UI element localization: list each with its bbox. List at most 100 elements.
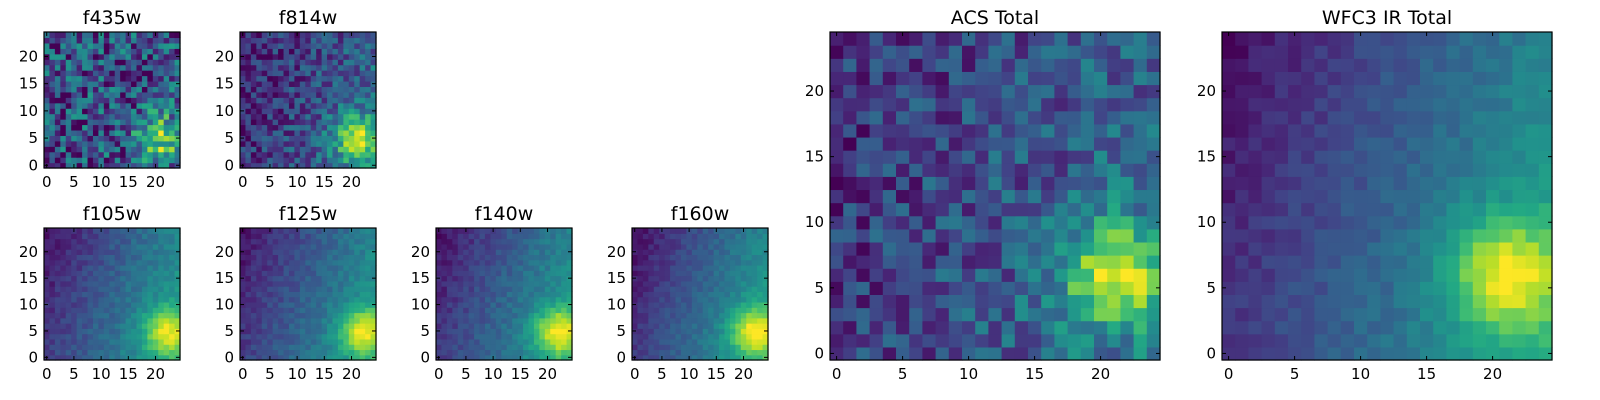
pixel-cell (256, 108, 263, 115)
pixel-cell (158, 37, 165, 44)
pixel-cell (316, 70, 323, 77)
pixel-cell (1120, 241, 1135, 256)
pixel-cell (147, 333, 154, 340)
pixel-cell (457, 344, 464, 351)
pixel-cell (484, 254, 491, 261)
pixel-cell (114, 75, 121, 82)
pixel-cell (87, 354, 94, 361)
pixel-cell (261, 135, 268, 142)
pixel-cell (561, 301, 568, 308)
pixel-cell (1094, 215, 1108, 230)
pixel-cell (174, 307, 181, 314)
pixel-cell (1133, 32, 1148, 46)
pixel-cell (348, 135, 355, 142)
pixel-cell (495, 296, 502, 303)
pixel-cell (1459, 176, 1474, 191)
pixel-cell (446, 312, 453, 319)
pixel-cell (370, 254, 377, 261)
pixel-cell (141, 70, 148, 77)
x-tick-label: 0 (630, 365, 640, 383)
pixel-cell (935, 71, 950, 86)
pixel-cell (174, 333, 181, 340)
pixel-cell (729, 312, 736, 319)
pixel-cell (299, 317, 306, 324)
pixel-cell (670, 275, 677, 282)
pixel-cell (365, 317, 372, 324)
pixel-cell (278, 64, 285, 71)
pixel-cell (245, 328, 252, 335)
pixel-cell (261, 238, 268, 245)
pixel-cell (740, 280, 747, 287)
axes-frame (239, 227, 377, 361)
pixel-cell (76, 328, 83, 335)
pixel-cell (92, 146, 99, 153)
pixel-cell (316, 238, 323, 245)
pixel-cell (71, 151, 78, 158)
pixel-cell (71, 64, 78, 71)
pixel-cell (948, 32, 963, 46)
pixel-cell (533, 275, 540, 282)
pixel-cell (49, 270, 56, 277)
pixel-cell (506, 344, 513, 351)
y-tick-label: 20 (19, 47, 38, 65)
pixel-cell (240, 102, 247, 109)
pixel-cell (528, 333, 535, 340)
pixel-cell (948, 268, 963, 282)
pixel-cell (1261, 189, 1276, 204)
pixel-cell (245, 97, 252, 104)
pixel-cell (1067, 333, 1082, 348)
pixel-cell (245, 238, 252, 245)
pixel-cell (49, 102, 56, 109)
pixel-cell (49, 280, 56, 287)
pixel-cell (299, 275, 306, 282)
pixel-cell (370, 37, 377, 44)
pixel-cell (327, 91, 334, 98)
pixel-cell (544, 307, 551, 314)
pixel-cell (830, 294, 844, 309)
pixel-cell (305, 344, 312, 351)
pixel-cell (310, 42, 317, 49)
pixel-cell (245, 135, 252, 142)
pixel-cell (479, 233, 486, 240)
pixel-cell (158, 301, 165, 308)
pixel-cell (856, 71, 871, 86)
pixel-cell (1459, 294, 1474, 309)
pixel-cell (843, 84, 857, 99)
pixel-cell (288, 53, 295, 60)
pixel-cell (288, 349, 295, 356)
x-tick-label: 10 (484, 365, 503, 383)
pixel-cell (882, 45, 897, 59)
pixel-cell (354, 349, 361, 356)
pixel-cell (517, 275, 524, 282)
pixel-cell (468, 349, 475, 356)
pixel-cell (664, 317, 671, 324)
pixel-cell (136, 80, 143, 87)
pixel-cell (561, 328, 568, 335)
pixel-cell (708, 233, 715, 240)
pixel-cell (316, 86, 323, 93)
pixel-cell (76, 301, 83, 308)
pixel-cell (114, 254, 121, 261)
x-tick-label: 15 (315, 173, 334, 191)
pixel-cell (1406, 320, 1421, 335)
pixel-cell (71, 91, 78, 98)
pixel-cell (713, 349, 720, 356)
pixel-cell (1001, 84, 1016, 99)
pixel-cell (512, 259, 519, 266)
pixel-cell (724, 280, 731, 287)
pixel-cell (735, 338, 742, 345)
pixel-cell (321, 264, 328, 271)
pixel-cell (294, 70, 301, 77)
pixel-cell (272, 233, 279, 240)
pixel-cell (713, 333, 720, 340)
pixel-cell (762, 338, 769, 345)
pixel-cell (310, 146, 317, 153)
pixel-cell (294, 53, 301, 60)
pixel-cell (158, 129, 165, 136)
pixel-cell (1094, 268, 1108, 282)
pixel-cell (310, 124, 317, 131)
pixel-cell (642, 338, 649, 345)
pixel-cell (1525, 320, 1540, 335)
pixel-cell (288, 259, 295, 266)
pixel-cell (267, 70, 274, 77)
